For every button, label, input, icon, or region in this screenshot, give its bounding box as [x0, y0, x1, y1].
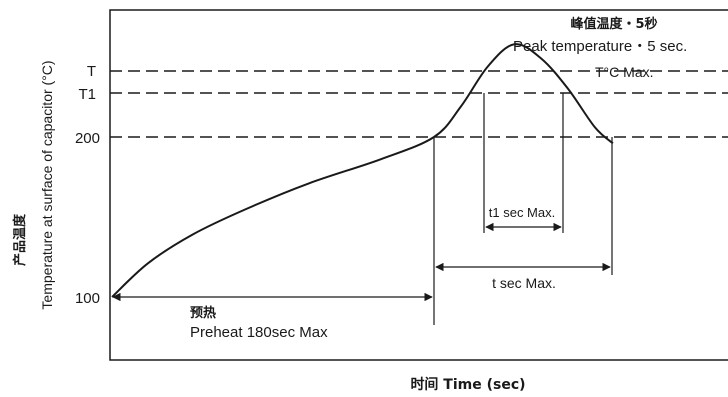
y-axis-label-en: Temperature at surface of capacitor (°C): [39, 60, 55, 309]
t-window-label: t sec Max.: [492, 275, 556, 291]
y-tick-200: 200: [75, 130, 100, 147]
x-axis-label: 时间 Time (sec): [410, 376, 525, 393]
temperature-curve: [111, 43, 614, 298]
preheat-label-en: Preheat 180sec Max: [190, 324, 328, 341]
t1-window-label: t1 sec Max.: [489, 205, 555, 220]
y-tick-t: T: [87, 63, 96, 80]
plot-frame: [109, 9, 728, 361]
peak-title-cn: 峰值温度・5秒: [570, 16, 657, 32]
peak-max-label: T°C Max.: [595, 64, 654, 80]
y-axis-label-cn: 产品温度: [12, 213, 28, 266]
y-tick-t1: T1: [78, 86, 96, 103]
y-tick-100: 100: [75, 290, 100, 307]
preheat-label-cn: 预热: [190, 305, 216, 321]
peak-title-en: Peak temperature・5 sec.: [513, 38, 687, 55]
